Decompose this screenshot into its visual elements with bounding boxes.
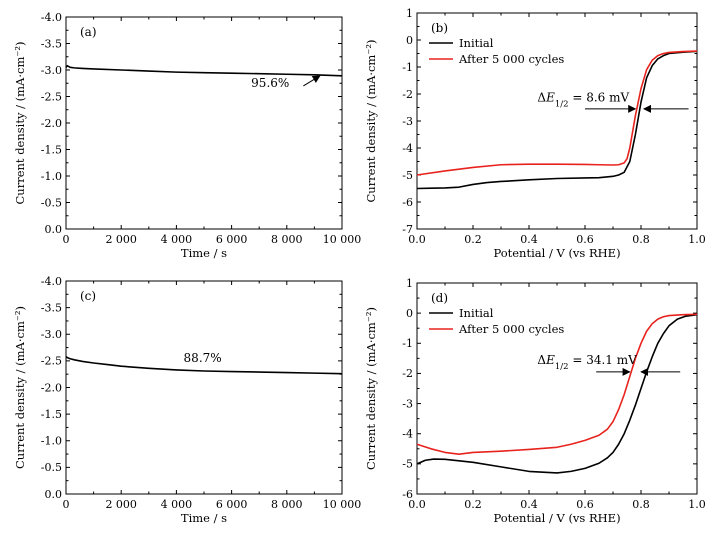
panel-c: 0 2 000 4 000 6 000 8 000 10 000 0.0 -0.5 -1.0 -1… [13,275,361,525]
y-tick-label: -4 [402,142,413,155]
y-tick-label: -3 [402,397,413,410]
y-tick-label: 0.0 [45,488,63,501]
retention-annotation: 95.6% [251,76,289,90]
x-tick-label: 0.0 [408,498,426,511]
x-tick-label: 1.0 [688,498,706,511]
y-tick-label: 0.0 [45,223,63,236]
y-tick-label: -6 [402,196,413,209]
y-tick-label: -3.5 [41,301,62,314]
y-tick-label: -2.5 [41,90,62,103]
series-line-0 [65,64,343,77]
x-tick-label: 2 000 [105,233,137,246]
y-tick-label: 0 [406,307,413,320]
series-line-0 [65,355,343,375]
y-tick-label: -2.5 [41,355,62,368]
x-tick-label: 8 000 [271,498,303,511]
panel-d: 0.0 0.2 0.4 0.6 0.8 1.0 -6 -5 -4 -3 -2 -1 0 1 Potentia… [364,277,706,525]
annotation-arrow [303,75,321,87]
panel-label: (a) [80,25,97,39]
y-tick-label: -0.5 [41,196,62,209]
y-tick-label: -2 [402,88,413,101]
x-tick-label: 6 000 [216,233,248,246]
x-axis-label: Potential / V (vs RHE) [493,246,620,260]
y-tick-label: -3.0 [41,328,62,341]
y-tick-label: 1 [406,7,413,20]
delta-e-annotation: ΔE1/2 = 8.6 mV [537,91,629,110]
legend-entry: Initial [459,306,494,320]
y-axis-label: Current density / (mA·cm⁻²) [364,307,378,470]
y-tick-label: -6 [402,488,413,501]
y-tick-label: -4 [402,428,413,441]
panel-label: (c) [80,289,96,303]
x-tick-label: 0.2 [464,233,482,246]
series-line-1 [416,50,698,176]
y-tick-label: -1 [402,337,413,350]
panel-a: 0 2 000 4 000 6 000 8 000 10 000 0.0 -0.5 -1.0 -1… [13,11,361,260]
delta-e-annotation: ΔE1/2 = 34.1 mV [537,353,637,372]
y-tick-label: -2.0 [41,381,62,394]
y-tick-label: 0 [406,34,413,47]
x-tick-label: 8 000 [271,233,303,246]
panel-b: 0.0 0.2 0.4 0.6 0.8 1.0 -7 -6 -5 -4 -3 -2 -1 0 1 Potent… [364,7,706,260]
y-tick-label: -3.5 [41,37,62,50]
x-tick-label: 0.6 [576,233,594,246]
x-tick-label: 2 000 [105,498,137,511]
x-tick-label: 10 000 [323,498,362,511]
y-tick-label: 1 [406,277,413,290]
y-axis-label: Current density / (mA·cm⁻²) [13,306,27,469]
y-tick-label: -4.0 [41,11,62,24]
retention-annotation: 88.7% [184,351,222,365]
y-tick-label: -1.5 [41,143,62,156]
x-tick-label: 0.8 [632,498,650,511]
x-tick-label: 6 000 [216,498,248,511]
legend-entry: After 5 000 cycles [458,52,564,66]
x-tick-label: 0.2 [464,498,482,511]
y-tick-label: -1.0 [41,435,62,448]
plot-frame [65,280,343,495]
x-axis-label: Time / s [181,511,227,525]
y-tick-label: -1.0 [41,170,62,183]
y-axis-label: Current density / (mA·cm⁻²) [364,39,378,202]
x-tick-label: 1.0 [688,233,706,246]
y-tick-label: -1.5 [41,408,62,421]
x-axis-label: Potential / V (vs RHE) [493,511,620,525]
x-tick-label: 0.8 [632,233,650,246]
x-tick-label: 10 000 [323,233,362,246]
y-tick-label: -7 [402,223,413,236]
y-tick-label: -3 [402,115,413,128]
series-line-1 [416,313,698,456]
x-tick-label: 0.4 [520,498,538,511]
x-tick-label: 0.0 [408,233,426,246]
legend-entry: After 5 000 cycles [458,322,564,336]
x-tick-label: 0.4 [520,233,538,246]
x-tick-label: 0 [63,498,70,511]
y-tick-label: -2.0 [41,117,62,130]
series-line-0 [416,313,698,474]
x-tick-label: 4 000 [161,233,193,246]
y-tick-label: -5 [402,458,413,471]
series-line-0 [416,50,698,190]
y-tick-label: -2 [402,367,413,380]
legend-entry: Initial [459,36,494,50]
y-axis-label: Current density / (mA·cm⁻²) [13,41,27,204]
x-axis-label: Time / s [181,246,227,260]
y-tick-label: -1 [402,61,413,74]
y-tick-label: -3.0 [41,64,62,77]
plot-frame [65,16,343,230]
x-tick-label: 0.6 [576,498,594,511]
x-tick-label: 4 000 [161,498,193,511]
y-tick-label: -4.0 [41,275,62,288]
y-tick-label: -5 [402,169,413,182]
panel-label: (d) [431,291,448,305]
y-tick-label: -0.5 [41,461,62,474]
panel-label: (b) [431,21,448,35]
x-tick-label: 0 [63,233,70,246]
